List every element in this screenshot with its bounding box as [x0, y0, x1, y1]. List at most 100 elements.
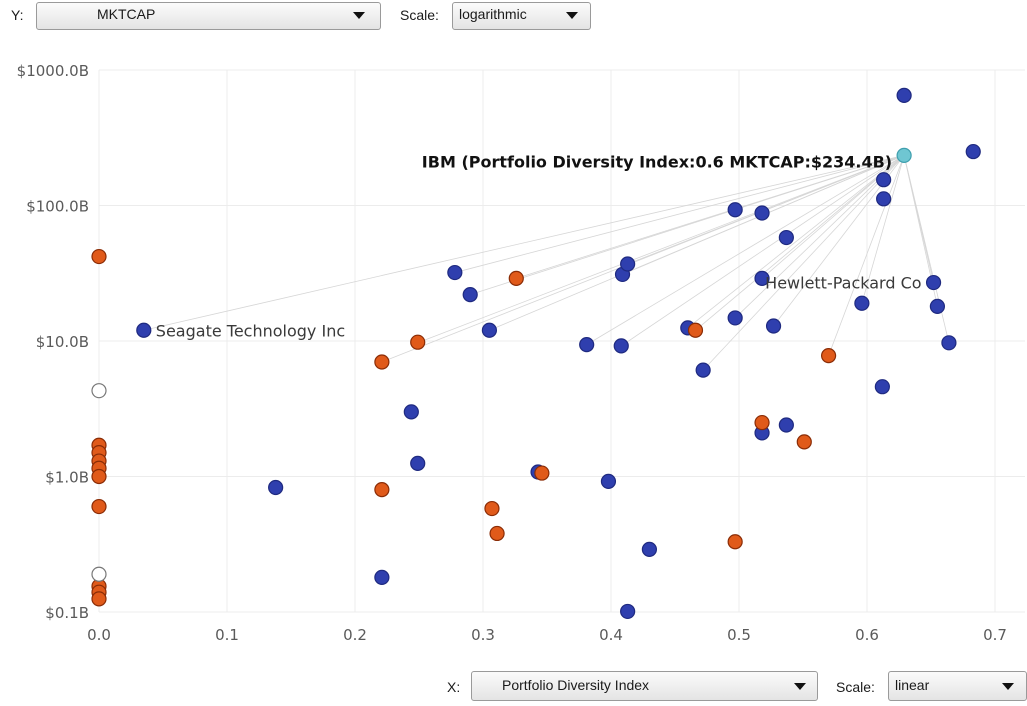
link-line — [734, 155, 905, 319]
hollow-data-point — [91, 566, 107, 582]
x-scale-select[interactable]: linear — [888, 671, 1027, 701]
y-variable-value: MKTCAP — [97, 6, 156, 22]
blue-data-point — [727, 202, 743, 218]
chevron-down-icon — [353, 12, 365, 19]
x-variable-select[interactable]: Portfolio Diversity Index — [471, 671, 818, 701]
blue-data-point — [613, 338, 629, 354]
y-scale-select[interactable]: logarithmic — [452, 2, 591, 30]
orange-data-point — [508, 270, 524, 286]
orange-data-point — [796, 434, 812, 450]
blue-data-point — [929, 298, 946, 315]
blue-data-point — [695, 362, 711, 378]
blue-data-point — [778, 229, 794, 246]
link-line — [417, 154, 905, 344]
chevron-down-icon — [1002, 683, 1014, 690]
blue-data-point — [778, 417, 794, 433]
x-variable-value: Portfolio Diversity Index — [502, 677, 650, 693]
highlight-tooltip: IBM (Portfolio Diversity Index:0.6 MKTCA… — [422, 152, 892, 171]
x-tick-label: 0.7 — [983, 626, 1007, 644]
link-line — [861, 155, 905, 304]
x-scale-value: linear — [895, 677, 930, 693]
x-scale-label: Scale: — [836, 679, 875, 695]
orange-data-point — [754, 414, 770, 431]
x-tick-label: 0.6 — [855, 626, 879, 644]
orange-data-point — [687, 322, 704, 338]
labels-layer: 0.0 0.1 0.2 0.3 0.4 0.5 0.6 0.7 $1000.0B $100.0B $… — [17, 62, 1007, 644]
point-annotation: Hewlett-Packard Co — [765, 274, 921, 293]
y-tick-label: $1000.0B — [17, 62, 89, 80]
blue-data-point — [754, 205, 770, 221]
x-tick-label: 0.3 — [471, 626, 495, 644]
x-tick-label: 0.1 — [215, 626, 239, 644]
blue-data-point — [579, 337, 595, 353]
orange-data-point — [727, 534, 743, 550]
blue-data-point — [876, 172, 892, 188]
orange-data-point — [410, 334, 426, 350]
link-line — [903, 155, 950, 343]
y-axis-label: Y: — [11, 7, 24, 23]
blue-data-point — [896, 87, 912, 103]
x-tick-label: 0.2 — [343, 626, 367, 644]
blue-data-point — [374, 569, 390, 586]
x-axis-label: X: — [447, 679, 461, 695]
blue-data-point — [462, 287, 478, 303]
hollow-data-point — [91, 383, 107, 399]
blue-data-point — [620, 256, 636, 272]
blue-data-point — [925, 274, 942, 291]
orange-data-point — [91, 248, 107, 265]
y-tick-label: $100.0B — [26, 198, 89, 216]
blue-data-point — [765, 318, 782, 334]
y-scale-label: Scale: — [400, 7, 439, 23]
blue-data-point — [965, 143, 981, 160]
x-tick-label: 0.4 — [599, 626, 623, 644]
chevron-down-icon — [566, 12, 578, 19]
blue-data-point — [941, 335, 957, 351]
blue-data-point — [403, 404, 419, 420]
link-lines — [143, 154, 950, 371]
point-annotation: Seagate Technology Inc — [156, 321, 345, 340]
x-tick-label: 0.0 — [87, 626, 111, 644]
link-line — [828, 155, 905, 356]
blue-data-point — [876, 191, 892, 207]
orange-data-point — [374, 482, 390, 498]
orange-data-point — [820, 348, 837, 364]
link-line — [143, 154, 905, 331]
blue-data-point — [136, 322, 152, 338]
orange-data-point — [484, 500, 500, 517]
x-tick-label: 0.5 — [727, 626, 751, 644]
blue-data-point — [754, 270, 770, 286]
y-tick-label: $1.0B — [45, 469, 89, 487]
grid-layer — [98, 69, 1025, 613]
orange-data-point — [91, 498, 107, 515]
blue-data-point — [447, 264, 463, 281]
orange-data-point — [91, 468, 107, 485]
chevron-down-icon — [794, 683, 806, 690]
blue-data-point — [727, 310, 743, 326]
highlight-data-point — [896, 147, 912, 163]
blue-data-point — [874, 379, 890, 395]
y-tick-label: $0.1B — [45, 604, 89, 622]
orange-data-point — [489, 525, 505, 542]
link-line — [586, 155, 905, 345]
blue-data-point — [620, 603, 636, 620]
y-tick-label: $10.0B — [36, 333, 89, 351]
link-line — [516, 154, 905, 279]
orange-data-point — [374, 354, 390, 370]
orange-data-point — [91, 591, 107, 607]
orange-data-point — [534, 465, 550, 481]
points-layer — [91, 87, 981, 620]
blue-data-point — [600, 473, 617, 490]
y-scale-value: logarithmic — [459, 6, 527, 22]
blue-data-point — [854, 295, 870, 311]
link-line — [621, 155, 905, 347]
blue-data-point — [481, 322, 497, 338]
link-line — [695, 155, 905, 331]
blue-data-point — [641, 541, 658, 557]
link-line — [687, 155, 905, 329]
link-line — [454, 154, 905, 273]
y-variable-select[interactable]: MKTCAP — [36, 2, 381, 30]
blue-data-point — [268, 479, 284, 496]
link-line — [702, 155, 905, 371]
blue-data-point — [410, 455, 426, 471]
